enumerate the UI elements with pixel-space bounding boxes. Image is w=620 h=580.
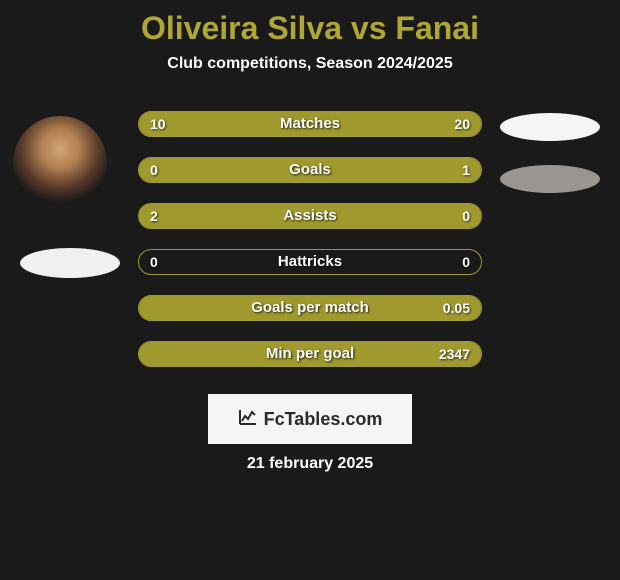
- player-left-avatar: [10, 113, 110, 213]
- player-right-club-logo-2: [500, 165, 600, 193]
- stat-label: Goals: [138, 157, 482, 183]
- footer-brand-badge: FcTables.com: [208, 394, 412, 444]
- stat-row-matches: 10 Matches 20: [138, 111, 482, 137]
- player-right-club-logo-1: [500, 113, 600, 141]
- stat-value-right: 0: [462, 249, 470, 275]
- page-subtitle: Club competitions, Season 2024/2025: [0, 55, 620, 93]
- footer-brand-text: FcTables.com: [264, 409, 383, 430]
- stat-row-goals: 0 Goals 1: [138, 157, 482, 183]
- stat-value-right: 2347: [439, 341, 470, 367]
- stat-value-right: 0.05: [443, 295, 470, 321]
- stat-value-right: 20: [454, 111, 470, 137]
- stat-label: Assists: [138, 203, 482, 229]
- chart-icon: [238, 408, 258, 431]
- stat-label: Matches: [138, 111, 482, 137]
- player-left-club-logo: [20, 248, 120, 278]
- stats-container: 10 Matches 20 0 Goals 1 2 Assists 0: [138, 111, 482, 387]
- stat-label: Goals per match: [138, 295, 482, 321]
- stat-value-right: 1: [462, 157, 470, 183]
- stat-label: Hattricks: [138, 249, 482, 275]
- stat-label: Min per goal: [138, 341, 482, 367]
- stat-row-min-per-goal: Min per goal 2347: [138, 341, 482, 367]
- stat-row-hattricks: 0 Hattricks 0: [138, 249, 482, 275]
- footer-date: 21 february 2025: [0, 455, 620, 473]
- stat-row-goals-per-match: Goals per match 0.05: [138, 295, 482, 321]
- stat-row-assists: 2 Assists 0: [138, 203, 482, 229]
- page-title: Oliveira Silva vs Fanai: [0, 0, 620, 55]
- stat-value-right: 0: [462, 203, 470, 229]
